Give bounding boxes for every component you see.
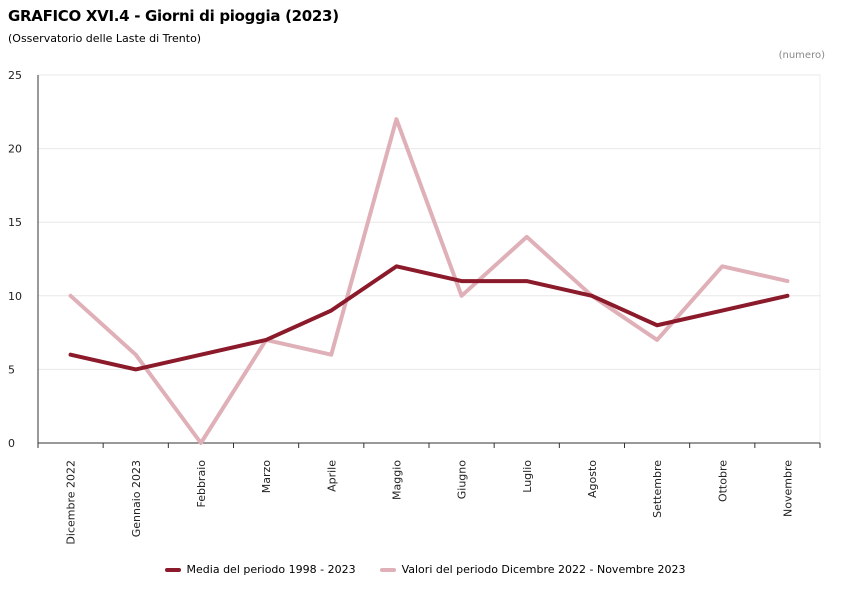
y-tick-label: 20 [8,143,22,156]
unit-label: (numero) [778,50,825,61]
legend-swatch [164,567,181,572]
plot-area [37,74,821,444]
x-tick-label: Maggio [390,460,403,500]
legend: Media del periodo 1998 - 2023 Valori del… [0,563,850,576]
y-tick-label: 0 [8,437,15,450]
chart-title: GRAFICO XVI.4 - Giorni di pioggia (2023) [8,7,339,25]
y-tick-label: 15 [8,216,22,229]
legend-label: Valori del periodo Dicembre 2022 - Novem… [401,563,686,576]
x-tick-label: Ottobre [716,460,729,502]
legend-label: Media del periodo 1998 - 2023 [186,563,356,576]
x-tick-label: Gennaio 2023 [130,460,143,537]
legend-item-valori[interactable]: Valori del periodo Dicembre 2022 - Novem… [379,563,686,576]
line-chart: 0 5 10 15 20 25 Dicembre 2022 Gennaio 2023 Febbr… [8,69,821,545]
x-tick-label: Luglio [521,460,534,493]
series-line-valori [68,117,790,445]
y-tick-label: 5 [8,363,15,376]
x-tick-label: Aprile [325,460,338,492]
legend-item-media[interactable]: Media del periodo 1998 - 2023 [164,563,356,576]
x-tick-label: Febbraio [195,460,208,508]
x-tick-label: Marzo [260,460,273,494]
legend-swatch [379,567,396,572]
x-tick-label: Settembre [651,460,664,518]
chart-subtitle: (Osservatorio delle Laste di Trento) [8,32,202,45]
x-tick-label: Dicembre 2022 [65,460,78,545]
x-tick-label: Novembre [781,460,794,517]
x-tick-label: Giugno [456,460,469,500]
y-tick-label: 25 [8,69,22,82]
x-tick-label: Agosto [586,460,599,498]
y-tick-label: 10 [8,290,22,303]
series-line-media [68,264,790,372]
